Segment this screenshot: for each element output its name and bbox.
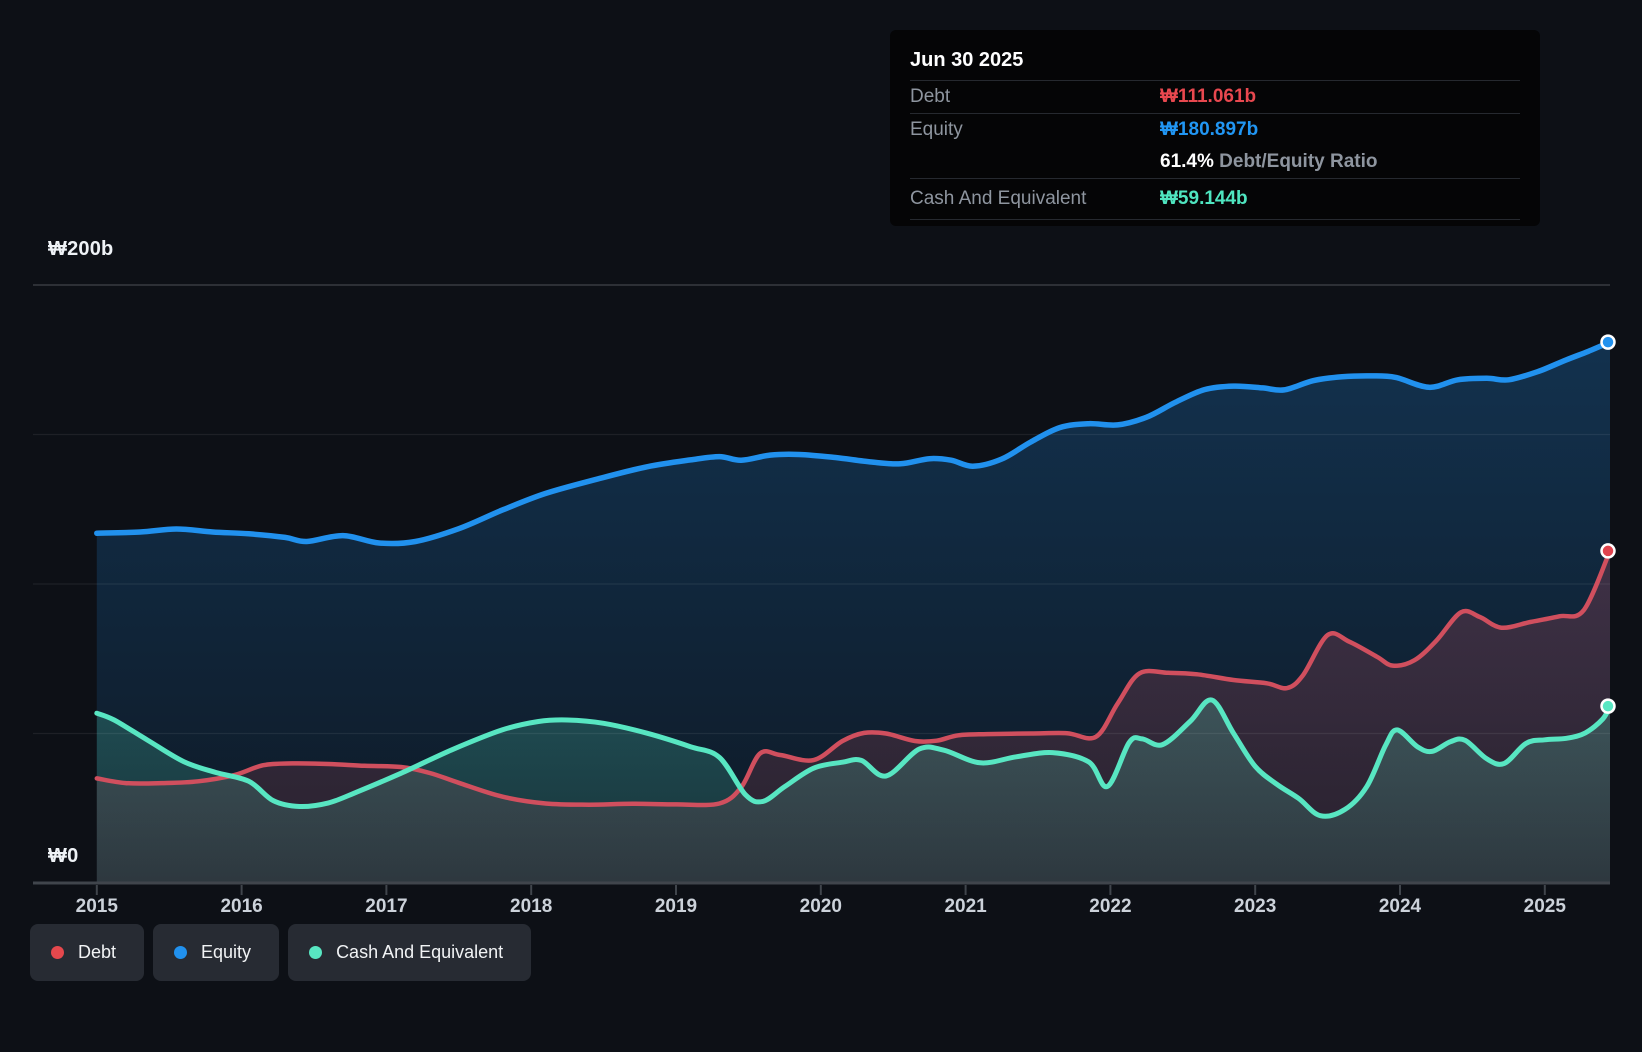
legend-cash-label: Cash And Equivalent <box>336 942 504 962</box>
tooltip-equity-label: Equity <box>910 119 963 140</box>
x-label-2022: 2022 <box>1089 896 1131 917</box>
legend-equity-label: Equity <box>201 942 252 962</box>
y-axis-label-0: ₩0 <box>48 845 79 867</box>
debt-color-dot-icon <box>51 946 64 959</box>
equity-color-dot-icon <box>174 946 188 959</box>
tooltip-equity-value: ₩180.897b <box>1160 119 1259 140</box>
tooltip-debt-value: ₩111.061b <box>1160 86 1257 107</box>
y-axis-label-200b: ₩200b <box>48 238 114 260</box>
cash-and-equivalent-line[interactable] <box>94 697 1613 819</box>
x-label-2020: 2020 <box>800 896 842 917</box>
x-label-2017: 2017 <box>365 896 407 917</box>
x-label-2018: 2018 <box>510 896 552 917</box>
x-label-2019: 2019 <box>655 896 697 917</box>
tooltip-row-debt: Debt ₩111.061b <box>910 80 1520 113</box>
tooltip-debt-label: Debt <box>910 86 951 107</box>
ratio-label: Debt/Equity Ratio <box>1219 151 1378 172</box>
legend-item-equity[interactable]: Equity <box>153 924 280 981</box>
x-label-2025: 2025 <box>1524 896 1567 917</box>
tooltip-cash-label: Cash And Equivalent <box>910 188 1087 209</box>
cash-and-equivalent-area <box>96 699 1610 883</box>
cash-and-equivalent-end-dot[interactable] <box>1600 698 1616 714</box>
chart-tooltip: Jun 30 2025 Debt ₩111.061b Equity ₩180.8… <box>890 30 1540 226</box>
tooltip-row-ratio: 61.4% Debt/Equity Ratio <box>910 146 1520 178</box>
legend-item-debt[interactable]: Debt <box>30 924 145 981</box>
tooltip-cash-value: ₩59.144b <box>1160 188 1248 209</box>
ratio-value: 61.4% <box>1160 151 1214 172</box>
legend-item-cash[interactable]: Cash And Equivalent <box>288 924 532 981</box>
debt-line[interactable] <box>94 548 1613 808</box>
equity-line[interactable] <box>94 339 1613 547</box>
legend: Debt Equity Cash And Equivalent <box>30 924 532 981</box>
tooltip-row-cash: Cash And Equivalent ₩59.144b <box>910 178 1520 220</box>
equity-end-dot[interactable] <box>1600 334 1616 350</box>
x-label-2023: 2023 <box>1234 896 1276 917</box>
x-label-2016: 2016 <box>220 896 262 917</box>
cash-color-dot-icon <box>309 946 323 959</box>
x-label-2021: 2021 <box>944 896 987 917</box>
debt-end-dot[interactable] <box>1600 543 1616 559</box>
x-label-2024: 2024 <box>1379 896 1422 917</box>
x-label-2015: 2015 <box>76 896 119 917</box>
legend-debt-label: Debt <box>78 942 117 962</box>
tooltip-date: Jun 30 2025 <box>910 49 1024 71</box>
tooltip-row-equity: Equity ₩180.897b <box>910 113 1520 146</box>
tooltip-debt-equity-ratio: 61.4% Debt/Equity Ratio <box>1160 151 1520 173</box>
